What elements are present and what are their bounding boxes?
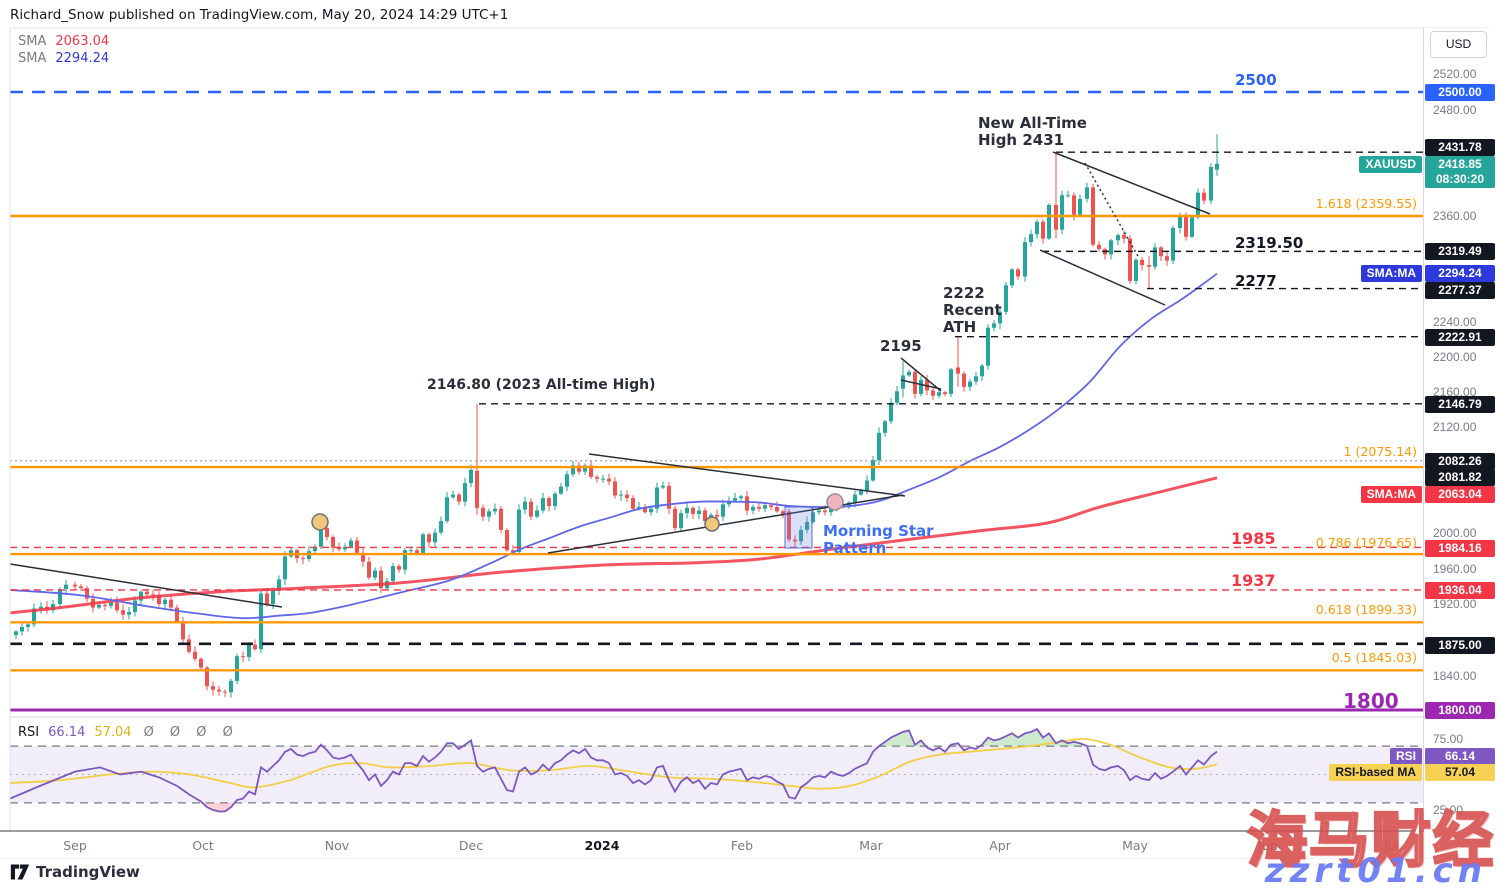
rsi-empty-values: Ø Ø Ø Ø [143,725,239,740]
price-tick: 2200.00 [1433,350,1477,364]
tradingview-footer: TradingView [10,863,140,881]
price-tick: 1840.00 [1433,669,1477,683]
sma1-value: 2063.04 [55,34,110,49]
price-tick: 2360.00 [1433,209,1477,223]
level-1875-label: 1875.00 [1425,636,1495,654]
current-price-label: 2418.85 08:30:20 [1425,155,1495,188]
rsi-value-label: 66.14 [1425,747,1495,765]
time-axis-label-may: May [1122,838,1148,853]
price-tick: 2120.00 [1433,420,1477,434]
time-axis-label-nov: Nov [324,838,350,853]
time-axis-label-2024: 2024 [584,838,620,853]
round-1800-label: 1800.00 [1425,701,1495,719]
rsi-ma-label-tag: RSI-based MA [1329,763,1422,781]
time-axis-label-dec: Dec [458,838,484,853]
price-tick: 25.00 [1433,803,1464,817]
level-2319-label: 2319.49 [1425,242,1495,260]
price-tick: 75.00 [1433,732,1464,746]
price-tick: 1960.00 [1433,562,1477,576]
level-2082-label: 2082.26 [1425,452,1495,470]
rsi-legend: RSI 66.14 57.04 Ø Ø Ø Ø [18,725,239,740]
sma2-label: SMA [18,51,47,66]
sma-legend: SMA 2063.04 SMA 2294.24 [18,33,109,67]
usd-button[interactable]: USD [1430,31,1487,58]
price-tick: 2000.00 [1433,526,1477,540]
sma-fast-label: 2294.24 [1425,264,1495,282]
time-axis-label-apr: Apr [989,838,1011,853]
sma-slow-label-tag: SMA:MA [1360,485,1422,503]
rsi-value-label-tag: RSI [1389,747,1422,765]
sma-slow-label: 2063.04 [1425,485,1495,503]
time-axis-label-oct: Oct [192,838,214,853]
time-axis-label-jun: Jun [1258,838,1278,853]
current-price-label-tag: XAUUSD [1359,155,1422,173]
level-1936-label: 1936.04 [1425,581,1495,599]
level-2081-label: 2081.82 [1425,468,1495,486]
sma-fast-legend-row: SMA 2294.24 [18,50,109,67]
price-tick: 2240.00 [1433,315,1477,329]
rsi-label: RSI [18,725,40,740]
price-tick: 2520.00 [1433,67,1477,81]
time-axis-label-sep: Sep [63,838,87,853]
round-2500-label: 2500.00 [1425,83,1495,101]
tradingview-logo-text: TradingView [36,863,140,881]
price-tick: 1920.00 [1433,597,1477,611]
sma1-label: SMA [18,34,47,49]
time-axis-label-jul: Jul [1384,838,1400,853]
level-2277-label: 2277.37 [1425,281,1495,299]
time-axis-label-mar: Mar [859,838,883,853]
ath-2431-label: 2431.78 [1425,138,1495,156]
ath-2146-label: 2146.79 [1425,395,1495,413]
publish-info: Richard_Snow published on TradingView.co… [10,7,509,23]
price-tick: 2480.00 [1433,103,1477,117]
sma-slow-legend-row: SMA 2063.04 [18,33,109,50]
ath-2222-label: 2222.91 [1425,328,1495,346]
sma2-value: 2294.24 [55,51,110,66]
time-axis[interactable]: Sep Oct Nov Dec 2024 Feb Mar Apr May Jun Jul [0,832,1499,858]
rsi-value: 66.14 [48,725,86,740]
rsi-ma-value: 57.04 [94,725,132,740]
sma-fast-label-tag: SMA:MA [1360,264,1422,282]
price-axis[interactable]: USD 2520.00 2480.00 2360.00 2240.00 2200.00 2… [1424,28,1499,858]
time-axis-label-feb: Feb [730,838,754,853]
rsi-ma-label: 57.04 [1425,763,1495,781]
tradingview-logo-icon [10,864,30,880]
level-1984-label: 1984.16 [1425,539,1495,557]
